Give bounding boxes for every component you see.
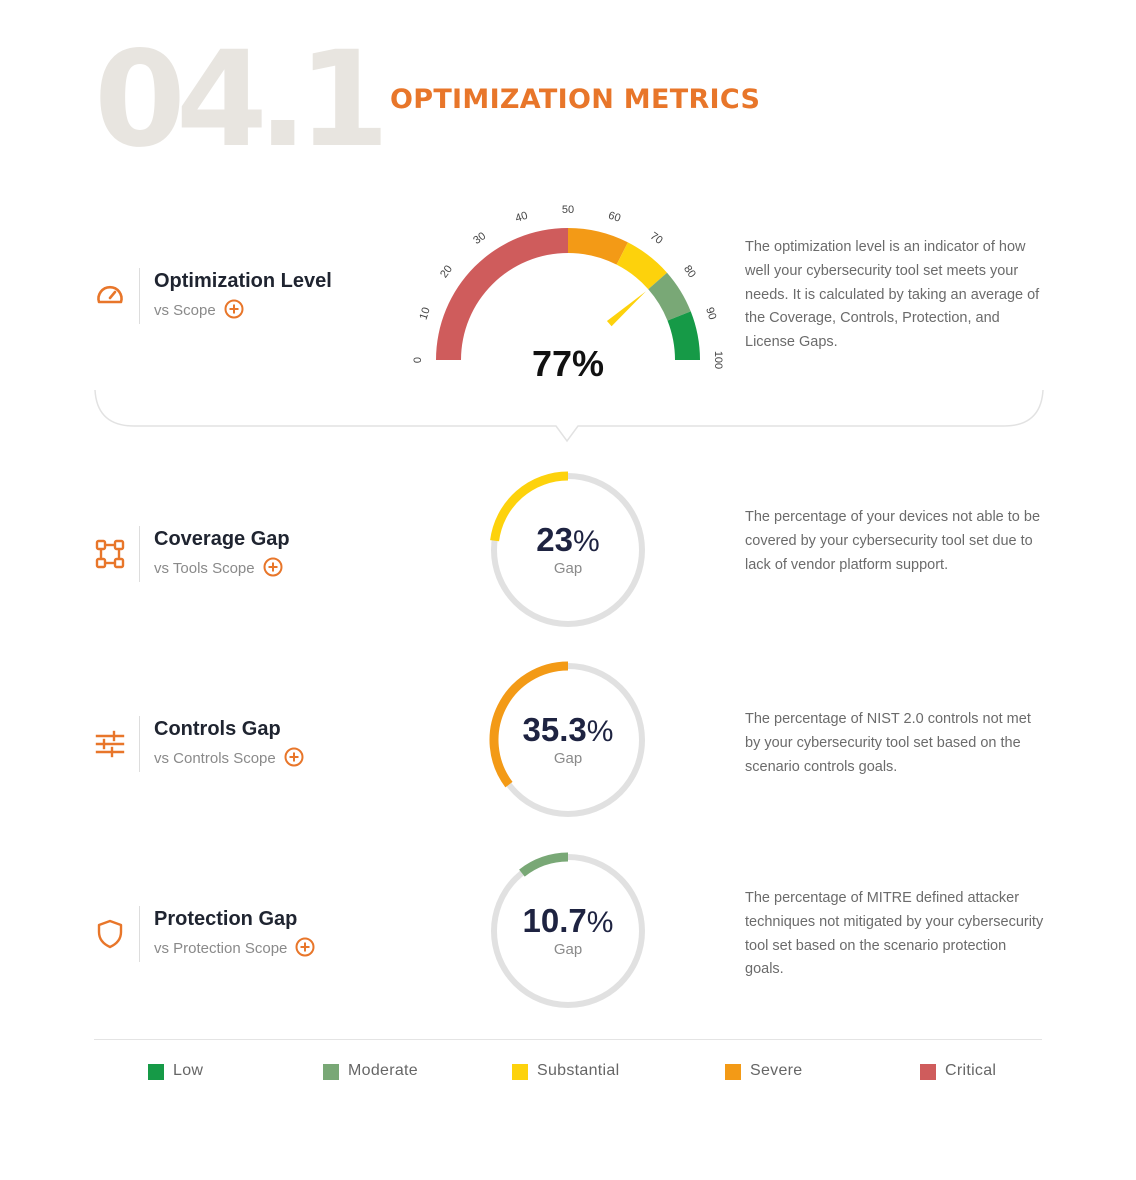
- optimization-level-title: Optimization Level: [154, 270, 332, 292]
- gauge-band-substantial: [616, 242, 668, 290]
- controls-gap-description: The percentage of NIST 2.0 controls not …: [745, 711, 1031, 775]
- gauge-tick-label: 0: [412, 357, 424, 363]
- gauge-tick-label: 90: [703, 306, 718, 321]
- gauge-band-low: [667, 311, 700, 360]
- label-divider: [139, 906, 140, 962]
- optimization-level-scope: vs Scope: [154, 299, 244, 319]
- label-divider: [139, 716, 140, 772]
- controls-gap-scope: vs Controls Scope: [154, 747, 304, 767]
- value-number: 35.3: [522, 711, 587, 748]
- value-number: 10.7: [522, 902, 587, 939]
- protection-gap-label: Protection Gap vs Protection Scope: [94, 906, 414, 962]
- optimization-level-value: 77%: [532, 343, 604, 384]
- protection-gap-title: Protection Gap: [154, 908, 298, 930]
- add-scope-icon[interactable]: [224, 299, 244, 319]
- shield-icon: [97, 919, 123, 949]
- optimization-level-description: The optimization level is an indicator o…: [745, 239, 1040, 351]
- protection-gap-description: The percentage of MITRE defined attacker…: [745, 890, 1044, 978]
- section-header: 04.1 OPTIMIZATION METRICS: [94, 23, 1044, 177]
- gauge-tick-label: 70: [648, 230, 665, 247]
- value-number: 23: [536, 521, 574, 558]
- label-divider: [139, 526, 140, 582]
- add-scope-icon[interactable]: [295, 937, 315, 957]
- legend-swatch: [323, 1064, 339, 1080]
- network-nodes-icon: [95, 539, 125, 569]
- section-number: 04.1: [94, 23, 390, 177]
- section-title: OPTIMIZATION METRICS: [390, 84, 761, 115]
- protection-gap-ring-chart: [491, 852, 645, 1008]
- value-unit: %: [586, 906, 614, 939]
- gauge-band-moderate: [648, 272, 691, 321]
- gauge-tick-label: 10: [418, 306, 433, 321]
- coverage-gap-scope: vs Tools Scope: [154, 557, 283, 577]
- scope-label: vs Scope: [154, 302, 216, 319]
- legend-divider: [94, 1039, 1042, 1040]
- coverage-gap-ring: 23% Gap: [488, 470, 648, 630]
- gauge-tick-label: 50: [562, 204, 574, 216]
- optimization-gauge: 0 10 20 30 40 50 60 70 80 90 100 77%: [412, 204, 724, 384]
- coverage-gap-description: The percentage of your devices not able …: [745, 509, 1041, 573]
- value-unit: %: [586, 715, 614, 748]
- ring-caption: Gap: [553, 560, 583, 577]
- protection-gap-ring: 10.7% Gap: [488, 851, 648, 1011]
- legend-label: Critical: [945, 1062, 997, 1079]
- protection-gap-scope: vs Protection Scope: [154, 937, 315, 957]
- legend-swatch: [920, 1064, 936, 1080]
- controls-gap-ring-chart: [489, 661, 645, 817]
- legend-label: Substantial: [537, 1062, 620, 1079]
- coverage-gap-ring-chart: [490, 471, 645, 627]
- gauge-tick-label: 30: [471, 230, 488, 247]
- label-divider: [139, 268, 140, 324]
- gauge-tick-label: 80: [681, 263, 698, 280]
- controls-gap-ring: 35.3% Gap: [488, 660, 648, 820]
- coverage-gap-value: 23%: [488, 522, 648, 560]
- gauge-tick-label: 100: [712, 351, 724, 369]
- gauge-needle: [606, 291, 647, 327]
- controls-gap-title: Controls Gap: [154, 718, 281, 740]
- coverage-gap-title: Coverage Gap: [154, 528, 290, 550]
- coverage-gap-label: Coverage Gap vs Tools Scope: [94, 526, 414, 582]
- gauge-tick-label: 40: [514, 210, 529, 225]
- protection-gap-arc: [519, 852, 569, 877]
- controls-gap-label: Controls Gap vs Controls Scope: [94, 716, 414, 772]
- value-unit: %: [573, 525, 600, 558]
- legend-label: Severe: [750, 1062, 803, 1079]
- speedometer-icon: [97, 285, 123, 304]
- scope-label: vs Tools Scope: [154, 560, 255, 577]
- gauge-tick-label: 60: [607, 210, 622, 225]
- controls-gap-value: 35.3%: [488, 712, 648, 750]
- add-scope-icon[interactable]: [263, 557, 283, 577]
- scope-label: vs Controls Scope: [154, 750, 276, 767]
- controls-gap-arc: [489, 661, 569, 788]
- ring-caption: Gap: [553, 941, 583, 958]
- gauge-tick-label: 20: [438, 263, 455, 280]
- legend-swatch: [725, 1064, 741, 1080]
- optimization-level-label: Optimization Level vs Scope: [94, 268, 414, 324]
- gauge-band-critical: [436, 228, 568, 360]
- legend-label: Moderate: [348, 1062, 418, 1079]
- legend-label: Low: [173, 1062, 204, 1079]
- gauge-band-severe: [568, 228, 628, 265]
- ring-caption: Gap: [553, 750, 583, 767]
- callout-bubble: [94, 389, 1044, 443]
- add-scope-icon[interactable]: [284, 747, 304, 767]
- coverage-gap-arc: [490, 471, 569, 542]
- scope-label: vs Protection Scope: [154, 940, 288, 957]
- protection-gap-value: 10.7%: [488, 903, 648, 941]
- sliders-icon: [95, 730, 125, 758]
- legend-swatch: [148, 1064, 164, 1080]
- legend-swatch: [512, 1064, 528, 1080]
